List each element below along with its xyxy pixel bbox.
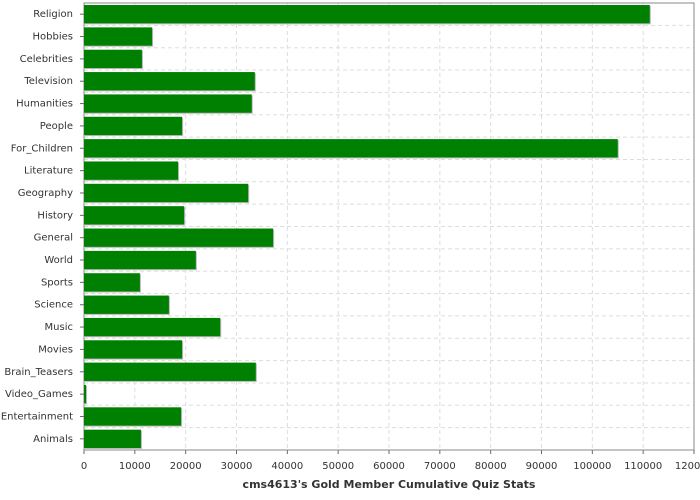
y-tick-label: Geography (18, 188, 73, 199)
bar (84, 384, 87, 404)
bar (84, 273, 140, 292)
bar (84, 340, 183, 359)
x-tick-label: 40000 (271, 461, 303, 472)
bar (84, 317, 221, 337)
y-tick-label: Brain_Teasers (4, 367, 73, 378)
y-tick-label: Entertainment (1, 411, 73, 422)
y-tick-label: Celebrities (20, 54, 73, 65)
x-axis-title: cms4613's Gold Member Cumulative Quiz St… (243, 478, 536, 491)
bar (84, 72, 255, 91)
y-tick-label: World (44, 255, 73, 266)
x-tick-label: 120000 (675, 461, 700, 472)
bar (84, 429, 141, 448)
y-tick-label: Humanities (16, 99, 73, 110)
y-tick-label: For_Children (11, 143, 73, 154)
y-tick-label: People (40, 121, 73, 132)
bar (84, 228, 274, 247)
y-tick-label: Science (34, 300, 73, 311)
bar (84, 5, 650, 24)
x-tick-label: 80000 (475, 461, 507, 472)
x-tick-label: 50000 (322, 461, 354, 472)
y-tick-label: Television (23, 76, 73, 87)
x-tick-label: 60000 (373, 461, 405, 472)
y-tick-label: Hobbies (33, 32, 73, 43)
x-tick-label: 10000 (119, 461, 151, 472)
x-tick-label: 0 (81, 461, 87, 472)
bar (84, 362, 256, 381)
y-tick-label: Sports (41, 277, 73, 288)
bar (84, 295, 169, 314)
y-tick-label: Music (45, 322, 73, 333)
y-tick-label: Video_Games (5, 389, 73, 400)
y-tick-label: Literature (24, 166, 73, 177)
bar (84, 116, 183, 136)
x-tick-label: 70000 (424, 461, 456, 472)
x-tick-label: 20000 (170, 461, 202, 472)
x-tick-label: 30000 (221, 461, 253, 472)
x-tick-label: 90000 (526, 461, 558, 472)
x-tick-label: 100000 (573, 461, 611, 472)
bar (84, 49, 142, 69)
y-tick-label: Religion (33, 9, 73, 20)
y-tick-label: Movies (38, 344, 73, 355)
bar (84, 27, 153, 46)
bar (84, 161, 179, 180)
bar (84, 250, 196, 270)
y-tick-label: General (34, 233, 73, 244)
bar (84, 94, 252, 113)
y-tick-label: History (37, 210, 73, 221)
plot-frame (83, 2, 695, 451)
bar (84, 407, 182, 426)
x-tick-label: 110000 (624, 461, 662, 472)
y-tick-label: Animals (33, 434, 73, 445)
bar (84, 183, 249, 203)
bar (84, 139, 618, 158)
bar (84, 206, 185, 225)
